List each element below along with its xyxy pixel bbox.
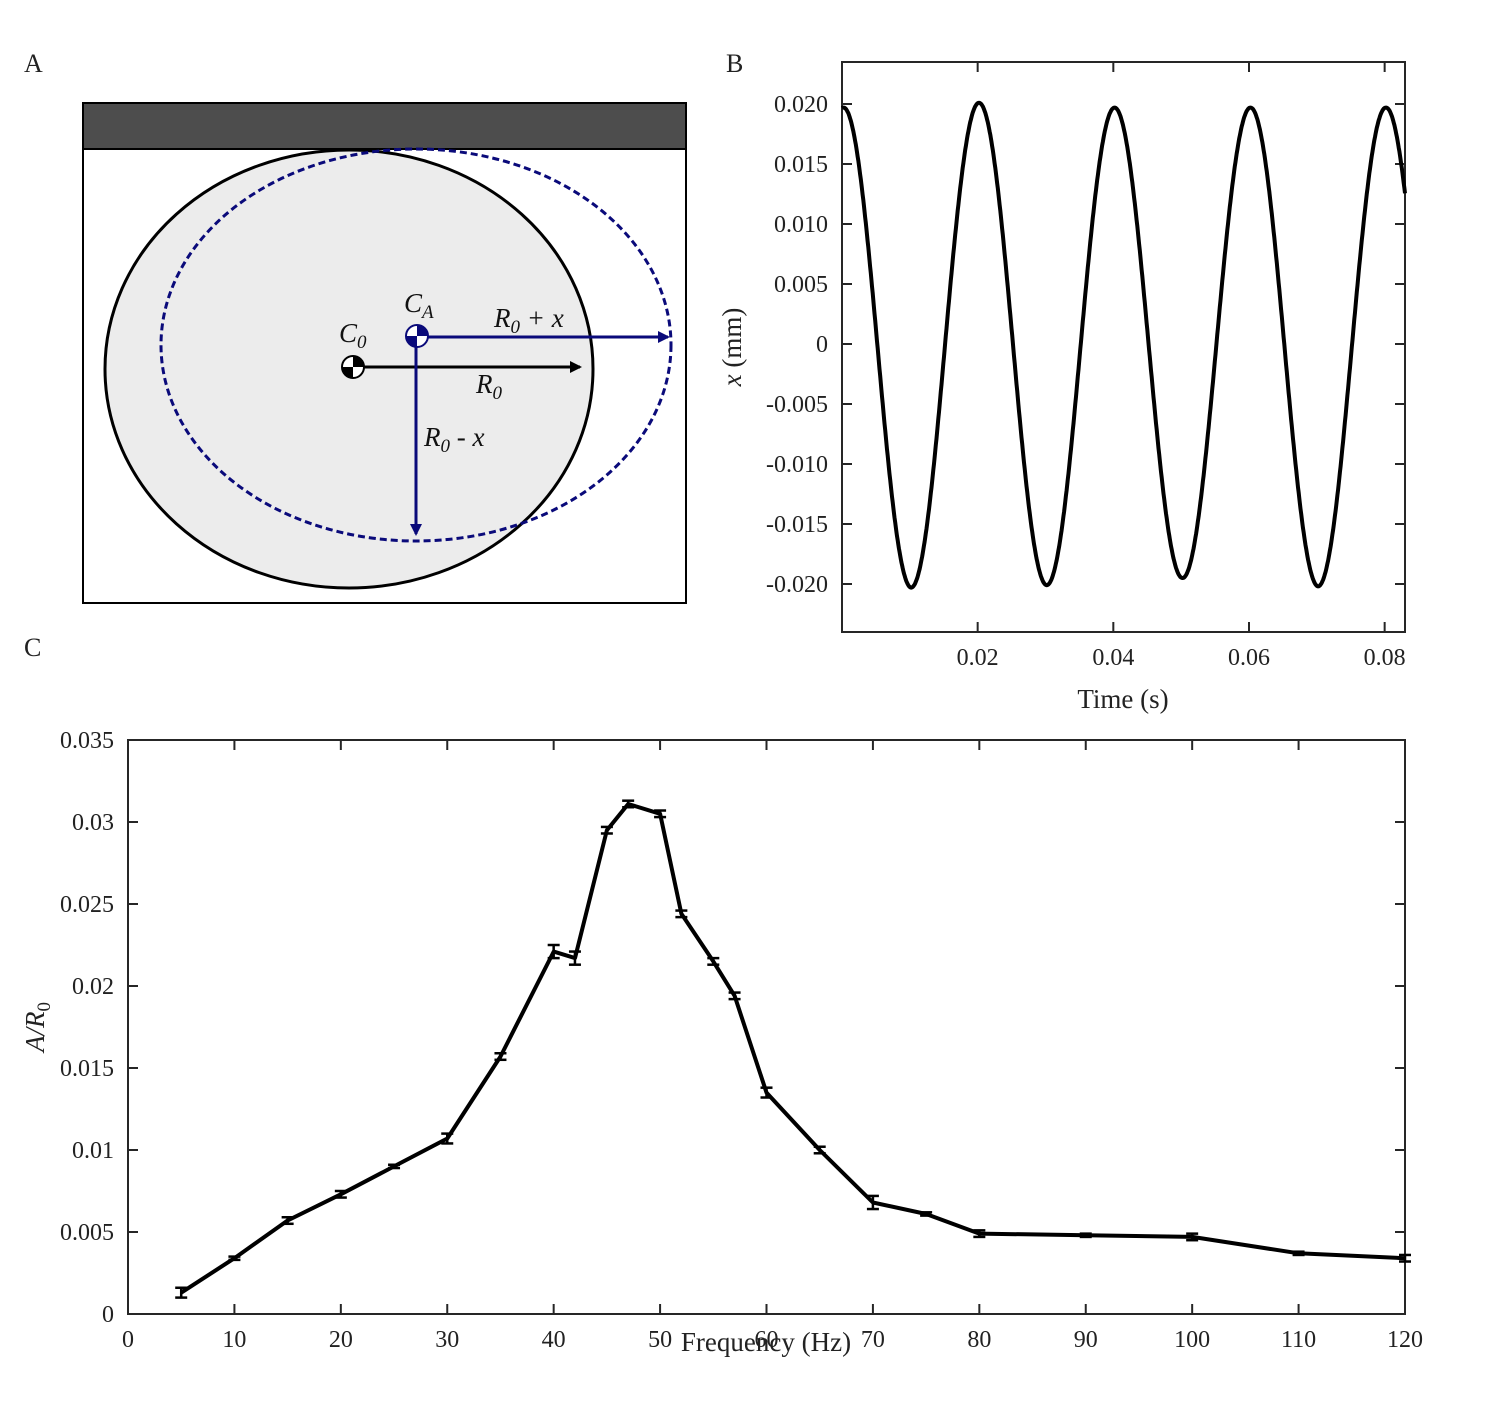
chart-c-xtick-label: 110 xyxy=(1281,1327,1316,1353)
chart-b-ytick-label: 0.010 xyxy=(774,212,828,238)
label-radius: R0 xyxy=(475,369,503,404)
chart-c-ytick-label: 0.01 xyxy=(72,1138,114,1164)
droplet-diagram: C0 CA R0 + x R0 R0 - x xyxy=(82,102,687,604)
chart-c-axes-box xyxy=(127,739,1406,1315)
chart-c-errorbar xyxy=(920,1211,933,1217)
chart-c-xtick-label: 60 xyxy=(755,1327,779,1353)
chart-b-xtick-label: 0.02 xyxy=(957,645,999,671)
chart-b-ytick-label: 0.020 xyxy=(774,92,828,118)
chart-c-xtick-label: 30 xyxy=(435,1327,459,1353)
chart-b-ytick-label: -0.020 xyxy=(766,572,828,598)
chart-c-errorbar xyxy=(1292,1250,1305,1257)
chart-c-errorbar xyxy=(175,1286,188,1299)
panel-b-letter: B xyxy=(726,49,743,78)
chart-b-ytick-label: -0.015 xyxy=(766,512,828,538)
chart-b-displacement: 0.02 0.04 0.06 0.08 0.020 0.015 0.010 0.005 0 -0.… xyxy=(717,61,1407,714)
chart-b-ytick-label: 0.005 xyxy=(774,272,828,298)
chart-c-xtick-label: 100 xyxy=(1174,1327,1210,1353)
chart-c-errorbar xyxy=(707,956,720,966)
center-actual-marker xyxy=(405,324,429,348)
chart-c-errorbar xyxy=(1079,1232,1092,1239)
chart-c-xtick-label: 20 xyxy=(329,1327,353,1353)
chart-b-ytick-label: -0.010 xyxy=(766,452,828,478)
chart-c-ytick-label: 0.015 xyxy=(60,1056,114,1082)
chart-c-errorbar xyxy=(568,950,581,966)
chart-c-xtick-label: 120 xyxy=(1387,1327,1423,1353)
chart-c-errorbar xyxy=(866,1194,879,1211)
chart-c-errorbar xyxy=(441,1132,454,1145)
chart-c-errorbar xyxy=(228,1255,241,1262)
chart-b-ytick-label: 0 xyxy=(816,332,828,358)
chart-c-ytick-label: 0 xyxy=(102,1302,114,1328)
chart-b-xlabel: Time (s) xyxy=(1077,684,1168,714)
chart-b-ytick-label: -0.005 xyxy=(766,392,828,418)
chart-c-ytick-label: 0.005 xyxy=(60,1220,114,1246)
chart-b-axes-box xyxy=(841,61,1406,633)
chart-c-frequency-response: 0 10 20 30 40 50 60 70 80 90 100 110 120 0 0.005 0.01 0.… xyxy=(20,728,1423,1357)
chart-c-errorbar xyxy=(675,909,688,919)
chart-c-ytick-label: 0.02 xyxy=(72,974,114,1000)
chart-c-xtick-label: 90 xyxy=(1074,1327,1098,1353)
label-center-original: C0 xyxy=(339,318,367,353)
chart-c-series-line xyxy=(180,802,1406,1295)
chart-c-xtick-label: 10 xyxy=(222,1327,246,1353)
label-radius-plus-x: R0 + x xyxy=(493,303,564,338)
chart-c-errorbar xyxy=(728,991,741,1001)
chart-c-errorbar xyxy=(388,1163,401,1170)
chart-c-errorbar xyxy=(1399,1253,1411,1263)
chart-c-errorbar xyxy=(654,809,667,819)
chart-c-ytick-label: 0.03 xyxy=(72,810,114,836)
chart-c-ytick-label: 0.025 xyxy=(60,892,114,918)
chart-b-ytick-label: 0.015 xyxy=(774,152,828,178)
chart-b-ylabel: x (mm) xyxy=(717,308,747,388)
label-center-actual: CA xyxy=(404,288,434,323)
chart-c-errorbar xyxy=(281,1215,294,1226)
chart-c-xtick-label: 0 xyxy=(122,1327,134,1353)
chart-c-xtick-label: 40 xyxy=(542,1327,566,1353)
chart-c-xlabel: Frequency (Hz) xyxy=(681,1327,851,1357)
chart-c-errorbar xyxy=(494,1051,507,1062)
wall-plate xyxy=(82,102,687,150)
chart-c-errorbar xyxy=(622,799,635,809)
chart-b-xtick-label: 0.06 xyxy=(1228,645,1270,671)
chart-c-errorbar xyxy=(547,943,560,960)
chart-c-errorbar xyxy=(334,1189,347,1199)
panel-c-letter: C xyxy=(24,633,41,662)
chart-c-ytick-label: 0.035 xyxy=(60,728,114,754)
chart-c-xtick-label: 70 xyxy=(861,1327,885,1353)
center-original-marker xyxy=(341,355,365,379)
chart-b-xtick-label: 0.04 xyxy=(1092,645,1134,671)
chart-b-xtick-label: 0.08 xyxy=(1364,645,1406,671)
chart-c-errorbar xyxy=(760,1086,773,1099)
chart-b-series-line xyxy=(840,100,1407,590)
chart-c-errorbar xyxy=(1186,1232,1199,1242)
chart-c-errorbar xyxy=(600,825,613,835)
label-radius-minus-x: R0 - x xyxy=(423,422,484,457)
chart-c-ylabel: A/R0 xyxy=(20,1002,55,1054)
chart-c-errorbar xyxy=(973,1229,986,1239)
chart-c-errorbar xyxy=(813,1145,826,1155)
deformed-droplet-outline xyxy=(159,147,673,543)
panel-a-letter: A xyxy=(24,49,43,78)
chart-c-xtick-label: 50 xyxy=(648,1327,672,1353)
chart-c-xtick-label: 80 xyxy=(967,1327,991,1353)
